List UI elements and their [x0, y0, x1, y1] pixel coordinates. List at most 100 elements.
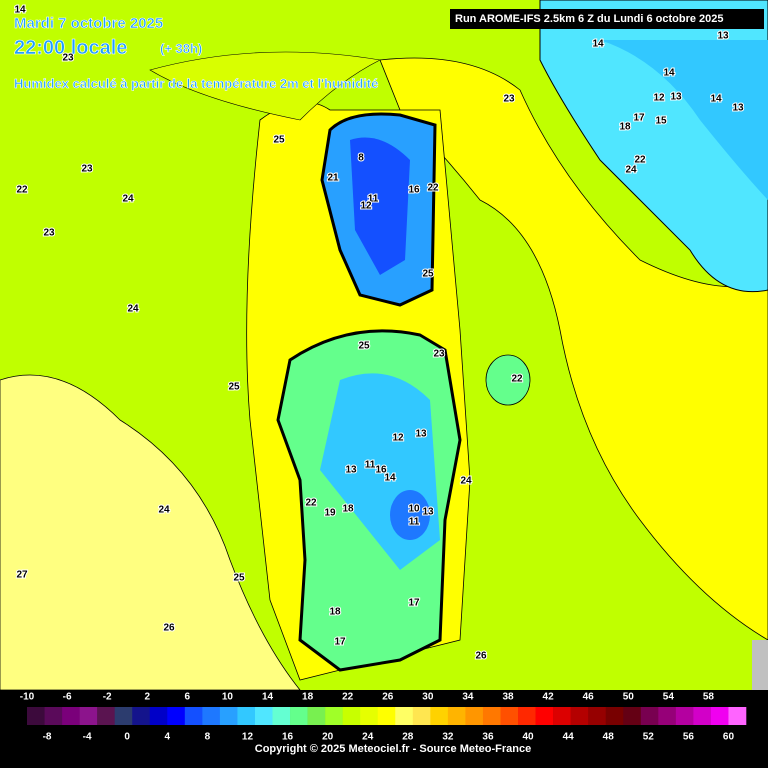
- run-box: [450, 9, 764, 29]
- sardinia-peak: [390, 490, 430, 540]
- contour-label: 26: [163, 623, 175, 634]
- legend-swatch: [149, 707, 168, 725]
- legend-swatch: [167, 707, 186, 725]
- legend-swatch: [290, 707, 308, 725]
- contour-label: 14: [592, 39, 604, 50]
- contour-label: 12: [360, 201, 372, 212]
- legend-swatch: [360, 707, 379, 725]
- sea-area: [149, 51, 381, 121]
- legend-swatch: [570, 707, 589, 725]
- legend-label: 0: [124, 732, 130, 743]
- legend-swatch: [447, 707, 466, 725]
- contour-label: 24: [158, 505, 170, 516]
- contour-label: 10: [408, 504, 420, 515]
- legend-swatch: [254, 707, 273, 725]
- legend-label: 48: [603, 732, 615, 743]
- contour-label: 23: [43, 228, 55, 239]
- warm-area: [0, 374, 301, 691]
- contour-label: 23: [503, 94, 515, 105]
- contour-label: 14: [710, 94, 722, 105]
- contour-label: 25: [273, 135, 285, 146]
- legend-swatch: [272, 707, 291, 725]
- legend-swatch: [623, 707, 642, 725]
- lead: (+ 38h): [160, 41, 202, 56]
- legend-label: 16: [282, 732, 294, 743]
- contour-label: 11: [409, 517, 420, 528]
- legend-swatch: [605, 707, 624, 725]
- legend-label: 44: [563, 732, 575, 743]
- contour-label: 22: [427, 183, 439, 194]
- legend-label: 50: [623, 692, 635, 703]
- legend-swatch: [307, 707, 326, 725]
- legend-label: 22: [342, 692, 354, 703]
- sea-area: [379, 57, 768, 641]
- legend-label: 28: [402, 732, 414, 743]
- legend-label: 56: [683, 732, 695, 743]
- contour-label: 14: [384, 473, 396, 484]
- contour-label: 17: [408, 598, 420, 609]
- legend-label: 12: [242, 732, 254, 743]
- legend-label: 58: [703, 692, 715, 703]
- contour-label: 14: [14, 5, 26, 16]
- contour-label: 8: [358, 153, 364, 164]
- contour-label: 16: [375, 465, 387, 476]
- legend-swatch: [395, 707, 414, 725]
- contour-label: 24: [122, 194, 134, 205]
- contour-label: 18: [342, 504, 354, 515]
- contour-label: 15: [655, 116, 667, 127]
- contour-label: 13: [717, 31, 729, 42]
- legend-swatch: [465, 707, 484, 725]
- legend-label: 4: [165, 732, 171, 743]
- legend-label: 38: [502, 692, 514, 703]
- legend-swatch: [132, 707, 151, 725]
- contour-label: 13: [345, 465, 357, 476]
- island: [485, 354, 531, 406]
- contour-label: 14: [663, 68, 675, 79]
- contour-label: 18: [329, 607, 341, 618]
- contour-label: 25: [422, 269, 434, 280]
- legend-label: 2: [144, 692, 150, 703]
- copyright: Copyright © 2025 Meteociel.fr - Source M…: [255, 743, 531, 755]
- contour-label: 13: [422, 507, 434, 518]
- contour-label: 27: [16, 570, 28, 581]
- legend-label: -10: [20, 692, 35, 703]
- legend-label: 24: [362, 732, 374, 743]
- land: [600, 40, 768, 200]
- legend-label: -2: [103, 692, 112, 703]
- contour-label: 22: [634, 155, 646, 166]
- contour-label: 19: [324, 508, 336, 519]
- legend-swatch: [114, 707, 133, 725]
- corsica-high: [350, 137, 410, 275]
- legend-swatch: [62, 707, 80, 725]
- contour-label: 25: [233, 573, 245, 584]
- legend-swatch: [535, 707, 554, 725]
- legend-swatch: [588, 707, 607, 725]
- legend-label: 60: [723, 732, 735, 743]
- contour-label: 17: [334, 637, 346, 648]
- legend-swatch: [237, 707, 256, 725]
- contour-label: 11: [368, 194, 379, 205]
- legend-label: 26: [382, 692, 394, 703]
- legend-label: 34: [462, 692, 474, 703]
- contour-label: 13: [732, 103, 744, 114]
- date: Mardi 7 octobre 2025: [14, 15, 163, 32]
- contour-label: 12: [392, 433, 404, 444]
- run-info: Run AROME-IFS 2.5km 6 Z du Lundi 6 octob…: [455, 13, 724, 25]
- legend-swatch: [675, 707, 694, 725]
- legend-swatch: [202, 707, 221, 725]
- legend-label: 36: [482, 732, 494, 743]
- legend-label: 18: [302, 692, 314, 703]
- contour-label: 24: [625, 165, 637, 176]
- legend-label: 8: [205, 732, 211, 743]
- legend-label: 10: [222, 692, 234, 703]
- legend-swatch: [430, 707, 449, 725]
- legend-label: 54: [663, 692, 675, 703]
- legend-swatch: [377, 707, 396, 725]
- contour-label: 24: [127, 304, 139, 315]
- legend-label: 30: [422, 692, 434, 703]
- legend-swatch: [500, 707, 519, 725]
- contour-label: 18: [619, 122, 631, 133]
- contour-label: 11: [365, 460, 376, 471]
- legend-swatch: [553, 707, 571, 725]
